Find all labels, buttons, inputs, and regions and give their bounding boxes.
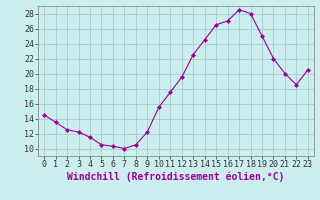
X-axis label: Windchill (Refroidissement éolien,°C): Windchill (Refroidissement éolien,°C) [67, 172, 285, 182]
